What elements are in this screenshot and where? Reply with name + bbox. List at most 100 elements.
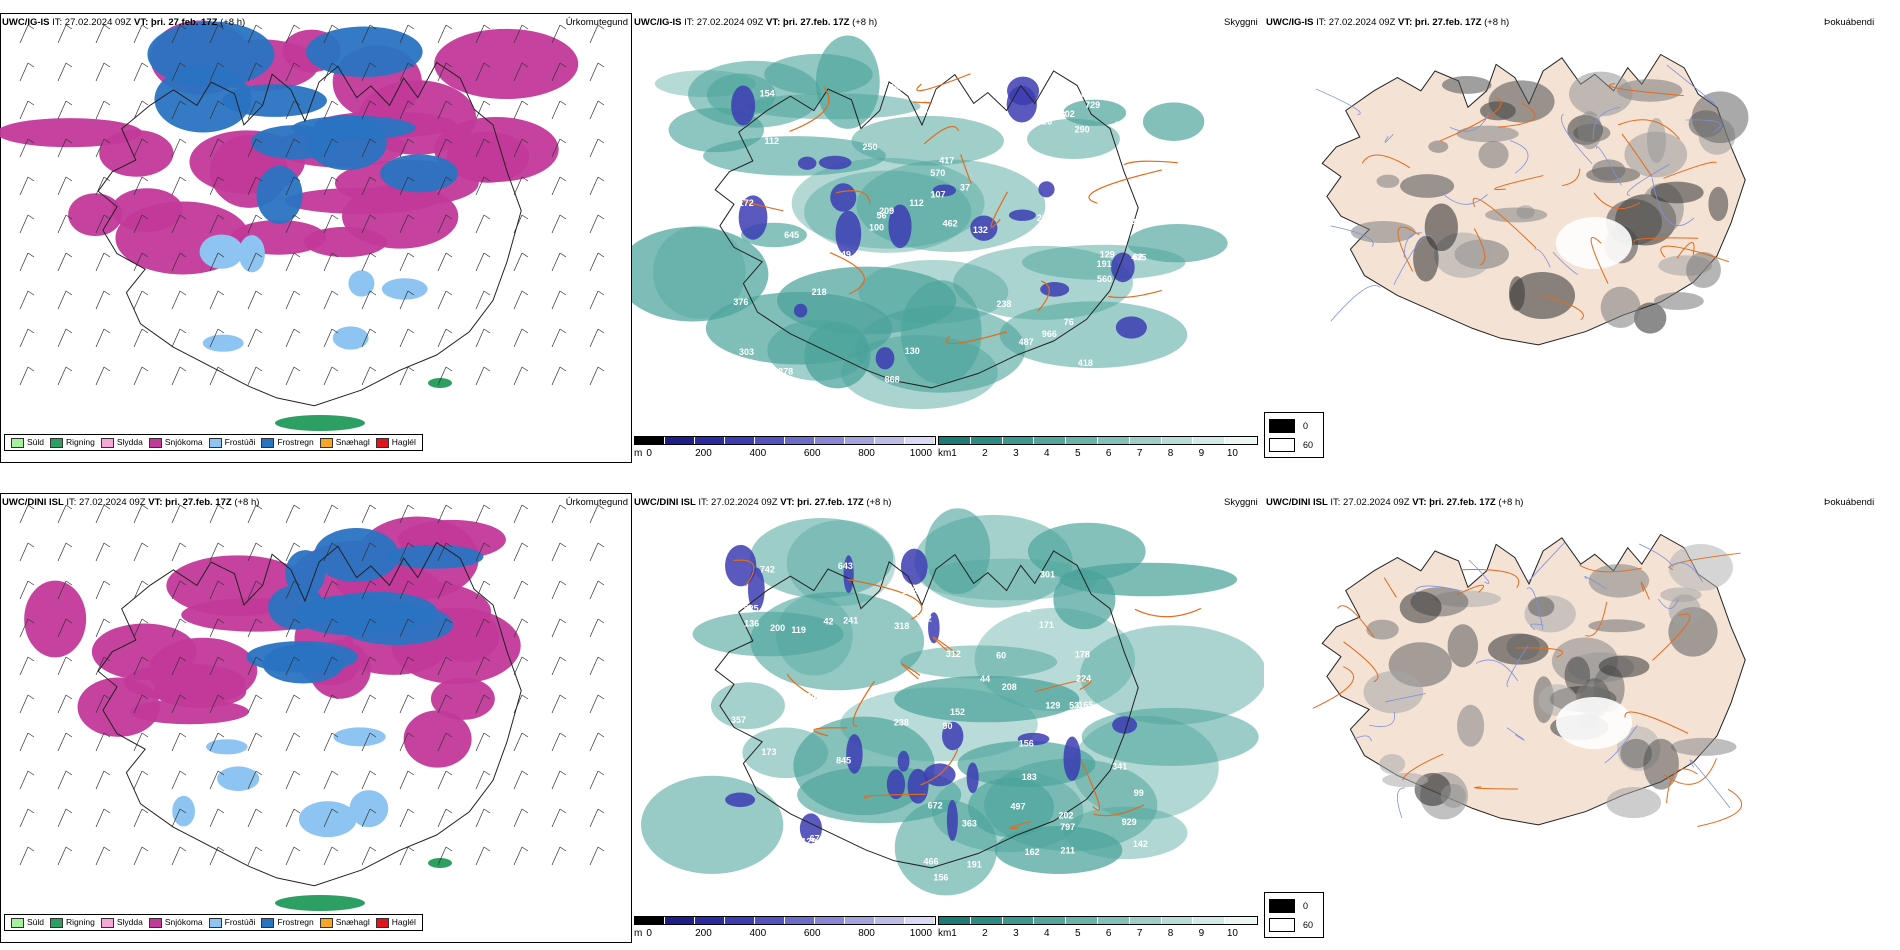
cloud-base-label: 104 [1127,863,1142,873]
wind-barb [399,618,409,638]
wind-barb [551,770,561,790]
wind-barb-flag [141,732,149,738]
colorbar-segment [815,437,845,444]
wind-barb [133,62,143,82]
wind-barb [399,846,409,866]
colorbar-segment [635,437,665,444]
colorbar-tick-label: 0 [646,448,652,459]
wind-barb [209,618,219,638]
cloud-base-label: 497 [1010,801,1025,811]
wind-barb-flag [483,656,491,662]
wind-barb [399,732,409,752]
wind-barb-flag [369,24,377,30]
low-visibility-area [652,225,746,319]
cloud-base-label: 208 [1002,682,1017,692]
river [1592,107,1621,140]
low-visibility-area [710,682,785,729]
wind-barb-flag [217,846,225,852]
wind-barb-flag [179,808,187,814]
glacier-area [1556,217,1632,269]
colorbar-segment [635,917,665,924]
wind-barb [437,214,447,234]
colorbar-tick-label: 200 [695,448,712,459]
wind-barb-flag [483,580,491,586]
low-visibility-area [894,675,1080,723]
cloud-base-label: 243 [806,692,821,702]
wind-barb-flag [293,770,301,776]
road [1579,564,1643,573]
road [1498,103,1536,128]
wind-barb-flag [141,770,149,776]
cloud-base-label: 56 [1047,82,1057,92]
precip-map-top [0,13,632,463]
wind-barb-flag [407,62,415,68]
wind-barb-flag [217,214,225,220]
wind-barb [323,24,333,44]
rain-area [428,858,452,868]
wind-barb [589,808,599,828]
wind-barb-flag [559,252,567,258]
wind-barb [57,62,67,82]
wind-barb-flag [597,694,605,700]
fog-index-area [1428,140,1449,153]
wind-barb-flag [445,366,453,372]
wind-barb [285,328,295,348]
low-visibility-area [1079,625,1264,725]
fog-index-area [1670,737,1737,756]
cloud-base-label: 77 [1066,234,1076,244]
cloud-base-label: 236 [1051,110,1066,120]
wind-barb [551,504,561,524]
wind-barb [19,24,29,44]
cloud-base-label: 154 [760,89,775,99]
wind-barb [133,694,143,714]
low-cloud-base-area [966,762,979,794]
colorbar-tick-label: 4 [1044,928,1050,939]
wind-barb-flag [27,694,35,700]
colorbar-tick-label: 3 [1013,928,1019,939]
wind-barb-flag [521,694,529,700]
wind-barb-flag [103,62,111,68]
road [786,673,818,699]
wind-barb [513,366,523,386]
wind-barb [171,62,181,82]
wind-barb-flag [27,24,35,30]
wind-barb-flag [27,504,35,510]
road [1540,294,1584,321]
wind-barb-flag [103,252,111,258]
wind-barb [247,328,257,348]
legend-item: Snæhagl [319,917,370,928]
wind-barb-flag [445,214,453,220]
wind-barb [589,542,599,562]
freezing-rain-area [380,154,458,193]
wind-barb-flag [559,214,567,220]
wind-barb-flag [27,100,35,106]
wind-barb-flag [445,732,453,738]
wind-barb-flag [217,770,225,776]
wind-barb-flag [483,770,491,776]
wind-barb-flag [103,732,111,738]
cloud-base-label: 38 [849,859,859,869]
cloud-base-label: 142 [1133,839,1148,849]
wind-barb [133,328,143,348]
wind-barb-flag [103,542,111,548]
wind-barb-flag [331,176,339,182]
fog-index-area [1569,71,1633,117]
wind-barb-flag [521,62,529,68]
wind-barb [551,138,561,158]
wind-barb-flag [597,100,605,106]
wind-barb-flag [521,656,529,662]
wind-barb-flag [597,618,605,624]
wind-barb-flag [521,770,529,776]
wind-barb-flag [65,504,73,510]
road [913,101,932,104]
wind-barb [133,100,143,120]
wind-barb [247,24,257,44]
wind-barb-flag [255,694,263,700]
wind-barb-flag [331,580,339,586]
wind-barb-flag [407,732,415,738]
low-cloud-base-area [942,721,964,751]
wind-barb [437,24,447,44]
wind-barb [57,542,67,562]
wind-barb-flag [179,328,187,334]
wind-barb [513,138,523,158]
